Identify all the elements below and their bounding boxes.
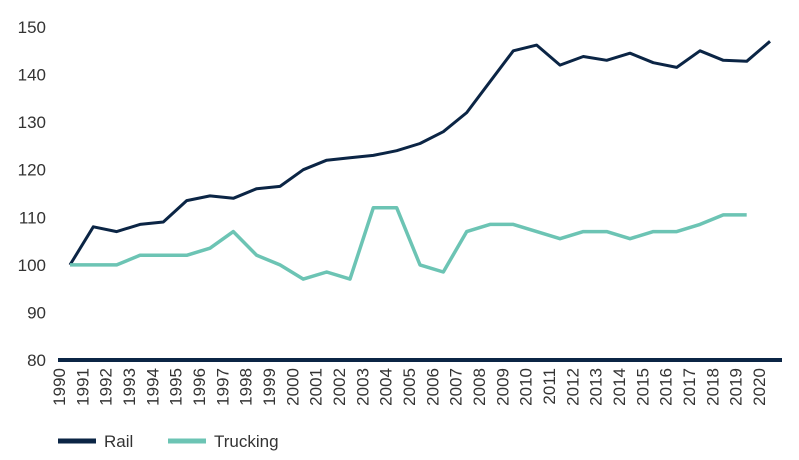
x-tick-label: 1998 — [237, 368, 256, 406]
x-tick-label: 2004 — [377, 368, 396, 406]
y-axis-ticks: 80 90 100 110 120 130 140 150 — [18, 18, 46, 370]
x-tick-label: 2008 — [470, 368, 489, 406]
y-tick-label: 80 — [27, 351, 46, 370]
x-tick-label: 1990 — [50, 368, 69, 406]
x-tick-label: 2014 — [610, 368, 629, 406]
x-tick-label: 2001 — [307, 368, 326, 406]
y-tick-label: 140 — [18, 66, 46, 85]
x-tick-label: 2005 — [400, 368, 419, 406]
x-tick-label: 1995 — [167, 368, 186, 406]
series-line-rail — [68, 40, 771, 266]
x-tick-label: 2002 — [330, 368, 349, 406]
x-tick-label: 2006 — [423, 368, 442, 406]
y-tick-label: 150 — [18, 18, 46, 37]
x-tick-label: 2012 — [563, 368, 582, 406]
x-tick-label: 2020 — [750, 368, 769, 406]
x-axis-ticks: 1990 1991 1992 1993 1994 1995 1996 1997 1998 1999… — [50, 368, 769, 406]
x-tick-label: 2011 — [540, 368, 559, 405]
legend-rail-label: Rail — [104, 432, 133, 451]
x-tick-label: 2018 — [703, 368, 722, 406]
legend-item-trucking: Trucking — [168, 432, 279, 451]
x-tick-label: 2016 — [657, 368, 676, 406]
x-tick-label: 2017 — [680, 368, 699, 406]
x-tick-label: 1997 — [213, 368, 232, 406]
x-tick-label: 1994 — [143, 368, 162, 406]
legend-item-rail: Rail — [58, 432, 133, 451]
y-tick-label: 110 — [19, 208, 46, 227]
x-tick-label: 2010 — [517, 368, 536, 406]
y-tick-label: 120 — [18, 161, 46, 180]
series-line-trucking — [70, 206, 747, 281]
x-tick-label: 1999 — [260, 368, 279, 406]
y-tick-label: 90 — [27, 303, 46, 322]
x-tick-label: 2013 — [587, 368, 606, 406]
legend: Rail Trucking — [58, 432, 279, 451]
y-tick-label: 130 — [18, 113, 46, 132]
series-lines — [68, 40, 771, 281]
x-tick-label: 1991 — [73, 368, 92, 406]
x-tick-label: 1996 — [190, 368, 209, 406]
y-tick-label: 100 — [18, 256, 46, 275]
x-tick-label: 2007 — [447, 368, 466, 406]
legend-trucking-label: Trucking — [214, 432, 279, 451]
x-tick-label: 2009 — [493, 368, 512, 406]
x-tick-label: 2000 — [283, 368, 302, 406]
x-tick-label: 2019 — [727, 368, 746, 406]
x-tick-label: 2015 — [633, 368, 652, 406]
x-tick-label: 1992 — [97, 368, 116, 406]
x-tick-label: 2003 — [353, 368, 372, 406]
x-tick-label: 1993 — [120, 368, 139, 406]
